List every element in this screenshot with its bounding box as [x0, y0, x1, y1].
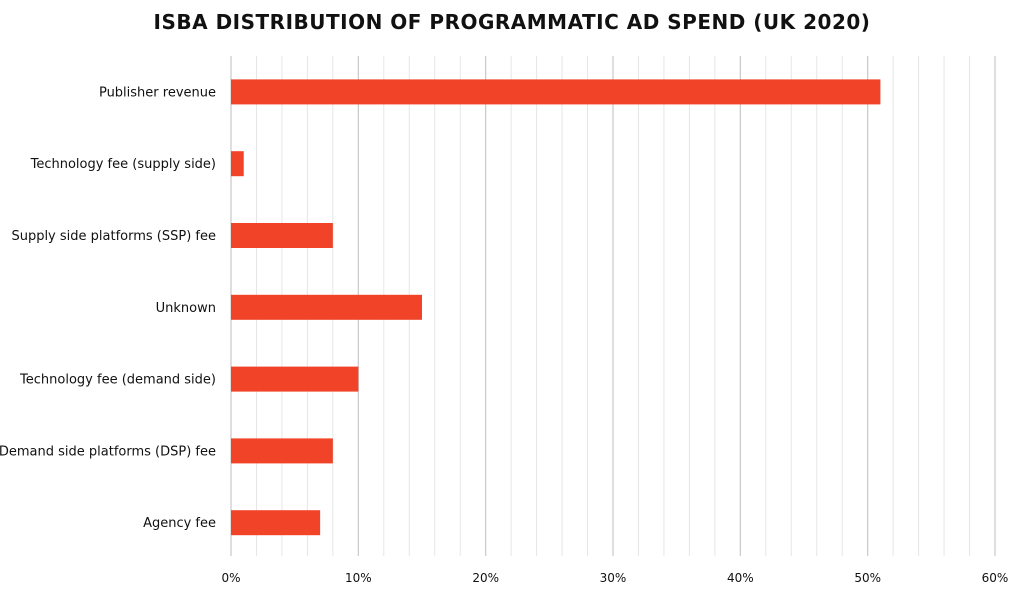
category-label: Technology fee (supply side) [30, 157, 216, 172]
bar [231, 294, 422, 320]
category-label: Agency fee [143, 516, 216, 531]
x-tick-label: 40% [727, 571, 754, 585]
x-tick-label: 30% [600, 571, 627, 585]
category-labels: Publisher revenue Technology fee (supply … [0, 85, 216, 531]
x-tick-label: 10% [345, 571, 372, 585]
chart-title: ISBA DISTRIBUTION OF PROGRAMMATIC AD SPE… [153, 10, 871, 34]
x-tick-label: 20% [472, 571, 499, 585]
bar [231, 438, 333, 464]
bar [231, 79, 881, 105]
category-label: Technology fee (demand side) [19, 373, 216, 388]
bar [231, 366, 359, 392]
x-tick-label: 60% [982, 571, 1009, 585]
grid-lines [230, 56, 996, 556]
x-tick-labels: 0% 10% 20% 30% 40% 50% 60% [221, 571, 1008, 585]
bar [231, 510, 321, 536]
x-tick-label: 0% [221, 571, 240, 585]
category-label: Supply side platforms (SSP) fee [11, 229, 216, 244]
bars [231, 79, 881, 536]
bar [231, 151, 244, 177]
category-label: Publisher revenue [99, 85, 216, 100]
bar [231, 223, 333, 248]
category-label: Unknown [156, 301, 216, 316]
x-tick-label: 50% [854, 571, 881, 585]
category-label: Demand side platforms (DSP) fee [0, 444, 216, 459]
